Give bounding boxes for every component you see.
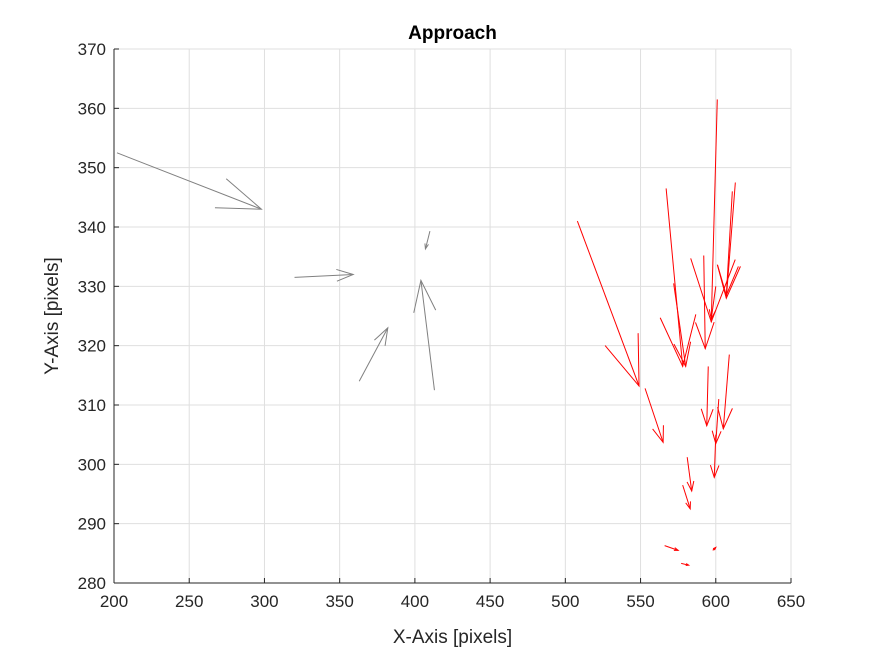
arrow-head xyxy=(709,465,720,479)
arrow-head xyxy=(336,268,355,282)
arrow-head xyxy=(712,546,717,551)
vector-arrow xyxy=(717,191,739,297)
arrow-head xyxy=(700,408,714,428)
y-tick-label: 370 xyxy=(78,40,106,59)
arrow-head xyxy=(717,407,733,431)
axes xyxy=(113,48,792,584)
vector-arrow xyxy=(681,562,691,567)
vector-arrow xyxy=(709,434,720,479)
vector-arrow xyxy=(358,326,389,382)
arrow-shaft xyxy=(424,231,431,250)
arrow-shaft xyxy=(725,191,733,296)
arrow-head xyxy=(685,501,691,511)
x-tick-label: 650 xyxy=(777,592,805,611)
arrow-head xyxy=(673,547,680,551)
vector-field xyxy=(116,99,741,567)
y-tick-label: 310 xyxy=(78,396,106,415)
vector-arrow xyxy=(673,283,692,368)
y-tick-label: 360 xyxy=(78,99,106,118)
arrow-shaft xyxy=(665,188,684,367)
x-tick-label: 350 xyxy=(325,592,353,611)
x-tick-label: 450 xyxy=(476,592,504,611)
y-tick-label: 350 xyxy=(78,159,106,178)
arrow-shaft xyxy=(722,354,730,429)
arrow-shaft xyxy=(710,286,717,320)
y-axis-label: Y-Axis [pixels] xyxy=(42,257,63,375)
chart-title: Approach xyxy=(408,23,497,44)
arrow-shaft xyxy=(420,280,435,391)
y-tick-label: 300 xyxy=(78,455,106,474)
y-tick-label: 340 xyxy=(78,218,106,237)
arrow-head xyxy=(673,341,692,368)
y-tick-label: 330 xyxy=(78,277,106,296)
x-tick-label: 400 xyxy=(401,592,429,611)
arrow-shaft xyxy=(710,99,718,322)
arrow-head xyxy=(717,265,739,297)
arrow-shaft xyxy=(116,152,262,210)
x-tick-label: 550 xyxy=(626,592,654,611)
arrow-shaft xyxy=(294,273,354,278)
y-tick-label: 280 xyxy=(78,574,106,593)
arrow-shaft xyxy=(358,327,389,382)
x-tick-label: 200 xyxy=(100,592,128,611)
y-tick-label: 320 xyxy=(78,337,106,356)
x-tick-label: 250 xyxy=(175,592,203,611)
arrow-shaft xyxy=(682,484,691,509)
vector-arrow xyxy=(708,286,717,321)
vector-arrow xyxy=(717,354,733,431)
arrow-shaft xyxy=(715,399,720,444)
vector-arrow xyxy=(712,546,717,551)
arrow-shaft xyxy=(673,283,687,367)
vector-arrow xyxy=(294,268,355,282)
arrow-head xyxy=(659,314,697,368)
arrow-shaft xyxy=(706,366,709,426)
tick-labels: 200 250 300 350 400 450 500 550 600 650 280 290 300 3… xyxy=(78,40,806,611)
plot-area xyxy=(114,49,791,583)
vector-arrow xyxy=(700,366,714,428)
x-axis-label: X-Axis [pixels] xyxy=(393,627,512,648)
vector-arrow xyxy=(659,188,697,368)
vector-arrow xyxy=(664,545,680,551)
x-tick-label: 300 xyxy=(250,592,278,611)
x-tick-label: 500 xyxy=(551,592,579,611)
arrow-shaft xyxy=(644,388,664,443)
vector-arrow xyxy=(116,152,263,210)
arrow-head xyxy=(695,321,715,351)
arrow-shaft xyxy=(686,457,693,492)
arrow-shaft xyxy=(713,434,717,478)
arrow-shaft xyxy=(576,220,640,387)
vector-arrow xyxy=(424,231,431,251)
arrow-head xyxy=(374,326,389,346)
arrow-head xyxy=(413,278,437,313)
arrow-head xyxy=(424,243,429,251)
vector-arrow xyxy=(644,388,664,444)
arrow-head xyxy=(708,309,717,321)
vector-arrow xyxy=(413,278,437,391)
vector-arrow xyxy=(576,220,640,388)
vector-arrow xyxy=(686,457,695,493)
arrow-shaft xyxy=(725,182,736,299)
arrow-head xyxy=(604,333,640,388)
x-tick-label: 600 xyxy=(702,592,730,611)
vector-arrow xyxy=(682,484,691,511)
arrow-shaft xyxy=(664,545,679,551)
arrow-head xyxy=(652,425,664,444)
arrow-head xyxy=(214,178,263,210)
arrow-head xyxy=(686,480,695,493)
y-tick-label: 290 xyxy=(78,515,106,534)
arrow-head xyxy=(685,563,691,567)
